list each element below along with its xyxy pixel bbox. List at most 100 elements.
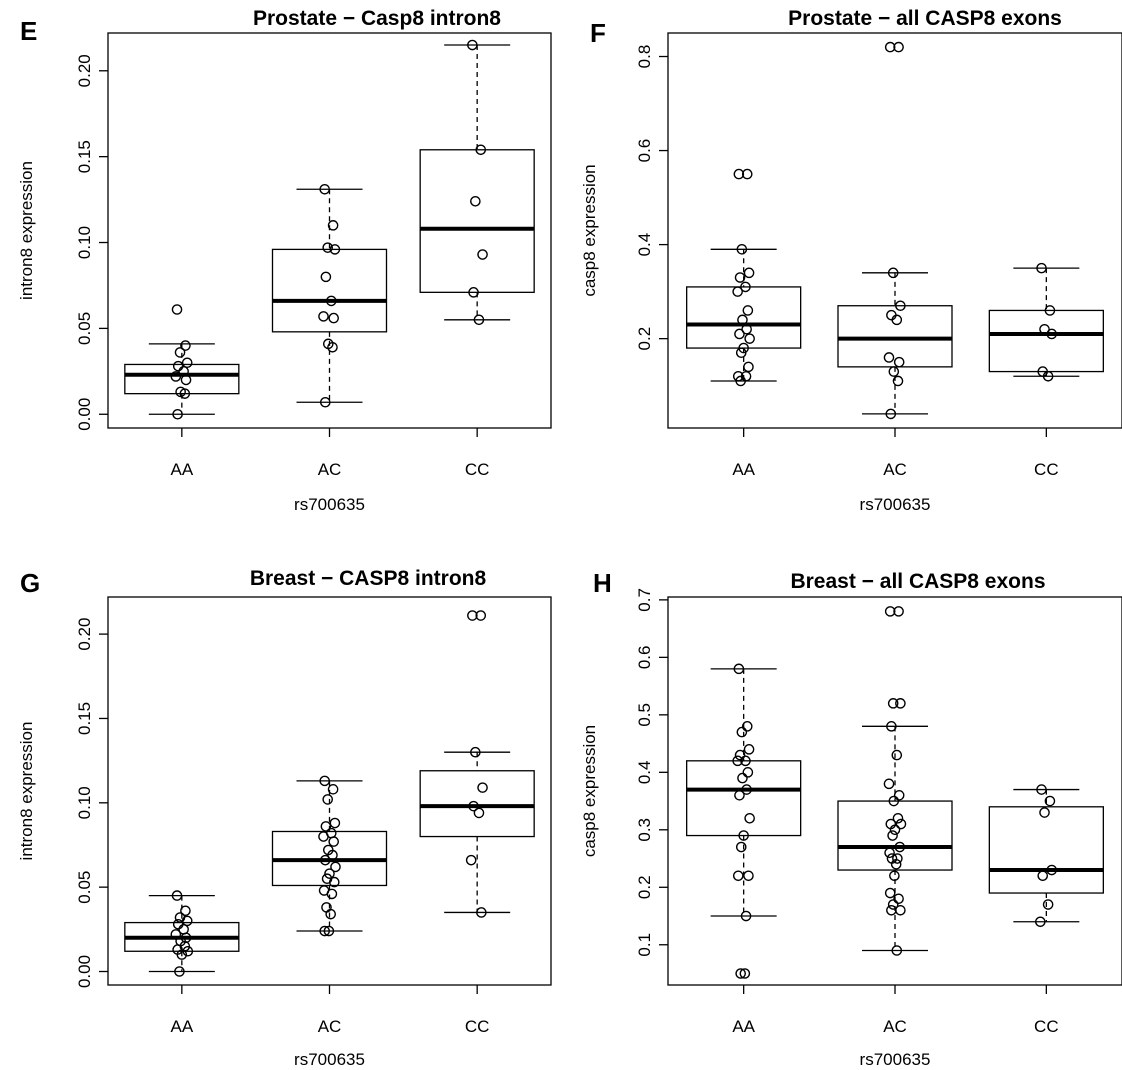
data-point — [735, 841, 747, 853]
data-point — [889, 824, 901, 836]
data-point — [319, 925, 331, 937]
data-point — [891, 749, 903, 761]
data-point — [174, 966, 185, 977]
data-point — [741, 323, 752, 335]
data-point — [182, 945, 194, 957]
iqr-box — [988, 309, 1104, 373]
plot-frame — [107, 596, 552, 986]
data-point — [180, 905, 191, 917]
x-tick-label: AA — [732, 460, 755, 479]
y-tick-label: 0.05 — [75, 871, 94, 904]
data-point — [886, 904, 897, 916]
y-tick-label: 0.2 — [635, 875, 654, 899]
data-point — [172, 408, 183, 420]
data-point — [327, 784, 339, 795]
x-tick-label: AC — [883, 460, 907, 479]
data-point — [895, 818, 907, 830]
data-point — [744, 333, 755, 344]
y-tick-label: 0.7 — [635, 588, 654, 612]
data-point — [732, 870, 744, 882]
data-point — [892, 813, 904, 824]
data-point — [470, 746, 481, 758]
iqr-box — [837, 800, 953, 871]
x-axis-label: rs700635 — [294, 495, 365, 514]
data-point — [887, 899, 899, 910]
data-point — [885, 408, 897, 420]
data-point — [318, 831, 329, 842]
data-point — [889, 870, 900, 882]
data-point — [1039, 807, 1050, 818]
data-point — [884, 606, 896, 617]
y-tick-label: 0.6 — [635, 646, 654, 670]
x-tick-label: CC — [1034, 1017, 1059, 1036]
data-point — [888, 366, 900, 377]
data-point — [171, 304, 183, 315]
data-point — [327, 341, 338, 353]
y-tick-label: 0.20 — [75, 54, 94, 87]
iqr-box — [988, 806, 1104, 894]
data-point — [320, 271, 332, 283]
panel-title: Prostate − all CASP8 exons — [788, 7, 1062, 30]
data-point — [325, 295, 337, 307]
x-tick-label: AC — [883, 1017, 907, 1036]
boxplot-aa — [686, 248, 802, 382]
data-point — [324, 868, 335, 879]
y-tick-label: 0.6 — [635, 139, 654, 163]
x-tick-label: CC — [1034, 460, 1059, 479]
panel-letter: F — [590, 18, 606, 48]
data-point — [180, 374, 192, 386]
data-point — [329, 244, 341, 255]
data-point — [1035, 916, 1046, 928]
data-point — [893, 356, 905, 368]
data-point — [893, 606, 904, 617]
data-point — [888, 795, 900, 807]
data-point — [1046, 864, 1058, 876]
data-point — [470, 196, 481, 207]
data-point — [1036, 262, 1047, 274]
data-point — [892, 853, 903, 864]
data-point — [743, 744, 755, 755]
data-point — [319, 775, 331, 787]
data-point — [1039, 323, 1050, 335]
data-point — [180, 340, 191, 351]
y-tick-label: 0.20 — [75, 618, 94, 651]
data-point — [328, 836, 340, 847]
panel-f: Prostate − all CASP8 exons F 0.2 0.4 0.6 0.8 c… — [580, 7, 1122, 514]
plot-frame — [107, 32, 552, 429]
data-point — [892, 375, 904, 387]
data-point — [473, 314, 485, 326]
data-point — [744, 813, 755, 824]
y-axis-label: casp8 expression — [580, 164, 599, 296]
data-point — [736, 726, 748, 738]
boxplot-cc — [988, 788, 1104, 923]
y-tick-label: 0.15 — [75, 702, 94, 735]
panel-title: Breast − all CASP8 exons — [790, 570, 1045, 593]
data-point — [883, 778, 895, 790]
data-point — [743, 361, 754, 373]
x-axis-label: rs700635 — [860, 1050, 931, 1069]
data-point — [740, 755, 751, 767]
data-point — [326, 888, 338, 900]
data-point — [319, 396, 331, 408]
panel-title: Prostate − Casp8 intron8 — [253, 7, 501, 30]
data-point — [477, 249, 488, 260]
data-point — [328, 312, 340, 324]
data-point — [736, 244, 748, 255]
boxplot-cc — [988, 267, 1104, 377]
data-point — [884, 41, 896, 53]
boxplot-cc — [419, 44, 535, 321]
y-tick-label: 0.5 — [635, 703, 654, 727]
data-point — [181, 357, 193, 369]
data-point — [174, 347, 186, 358]
data-point — [891, 945, 903, 956]
data-point — [467, 39, 478, 51]
data-point — [739, 968, 751, 979]
data-point — [468, 287, 479, 298]
data-point — [318, 311, 329, 322]
y-axis-label: intron8 expression — [17, 722, 36, 861]
data-point — [883, 352, 895, 363]
data-point — [886, 721, 897, 732]
data-point — [329, 817, 341, 829]
data-point — [171, 890, 183, 901]
